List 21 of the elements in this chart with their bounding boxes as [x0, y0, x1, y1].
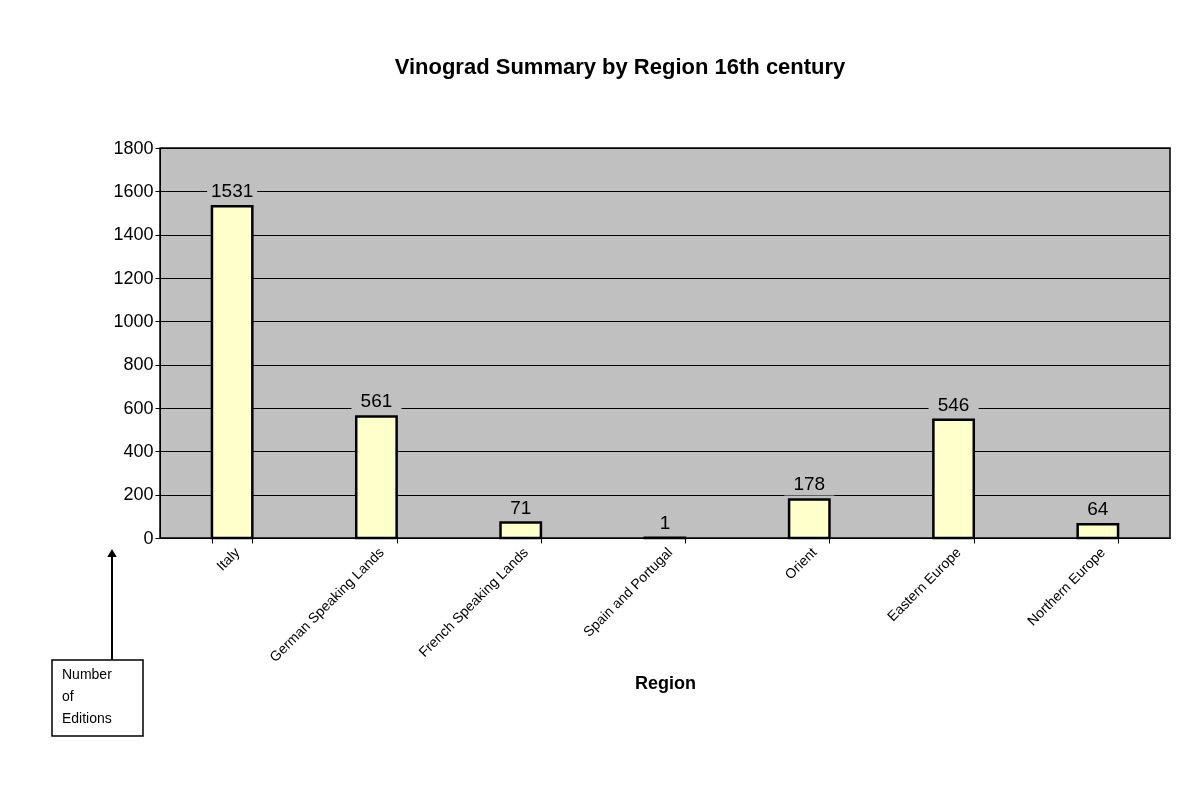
y-tick-label: 1200: [113, 267, 154, 288]
data-label: 71: [510, 496, 532, 518]
data-label: 561: [360, 390, 393, 412]
y-tick-label: 1600: [113, 180, 154, 201]
x-tick-label: Italy: [213, 544, 243, 574]
y-tick-label: 400: [123, 440, 154, 461]
y-tick-label: 0: [143, 527, 154, 548]
x-axis-title: Region: [635, 672, 696, 693]
y-axis-title: Number of Editions: [62, 666, 113, 726]
y-tick-label: 600: [123, 397, 154, 418]
y-tick-label: 200: [123, 484, 154, 505]
chart-title: Vinograd Summary by Region 16th century: [394, 54, 847, 79]
data-label: 546: [937, 393, 970, 415]
data-label: 1531: [211, 180, 254, 202]
data-label: 178: [793, 473, 826, 495]
data-label: 1: [659, 511, 671, 533]
y-tick-label: 1800: [113, 137, 154, 158]
data-label: 64: [1087, 498, 1109, 520]
y-tick-label: 800: [123, 354, 154, 375]
y-tick-label: 1000: [113, 310, 154, 331]
y-tick-label: 1400: [113, 224, 154, 245]
